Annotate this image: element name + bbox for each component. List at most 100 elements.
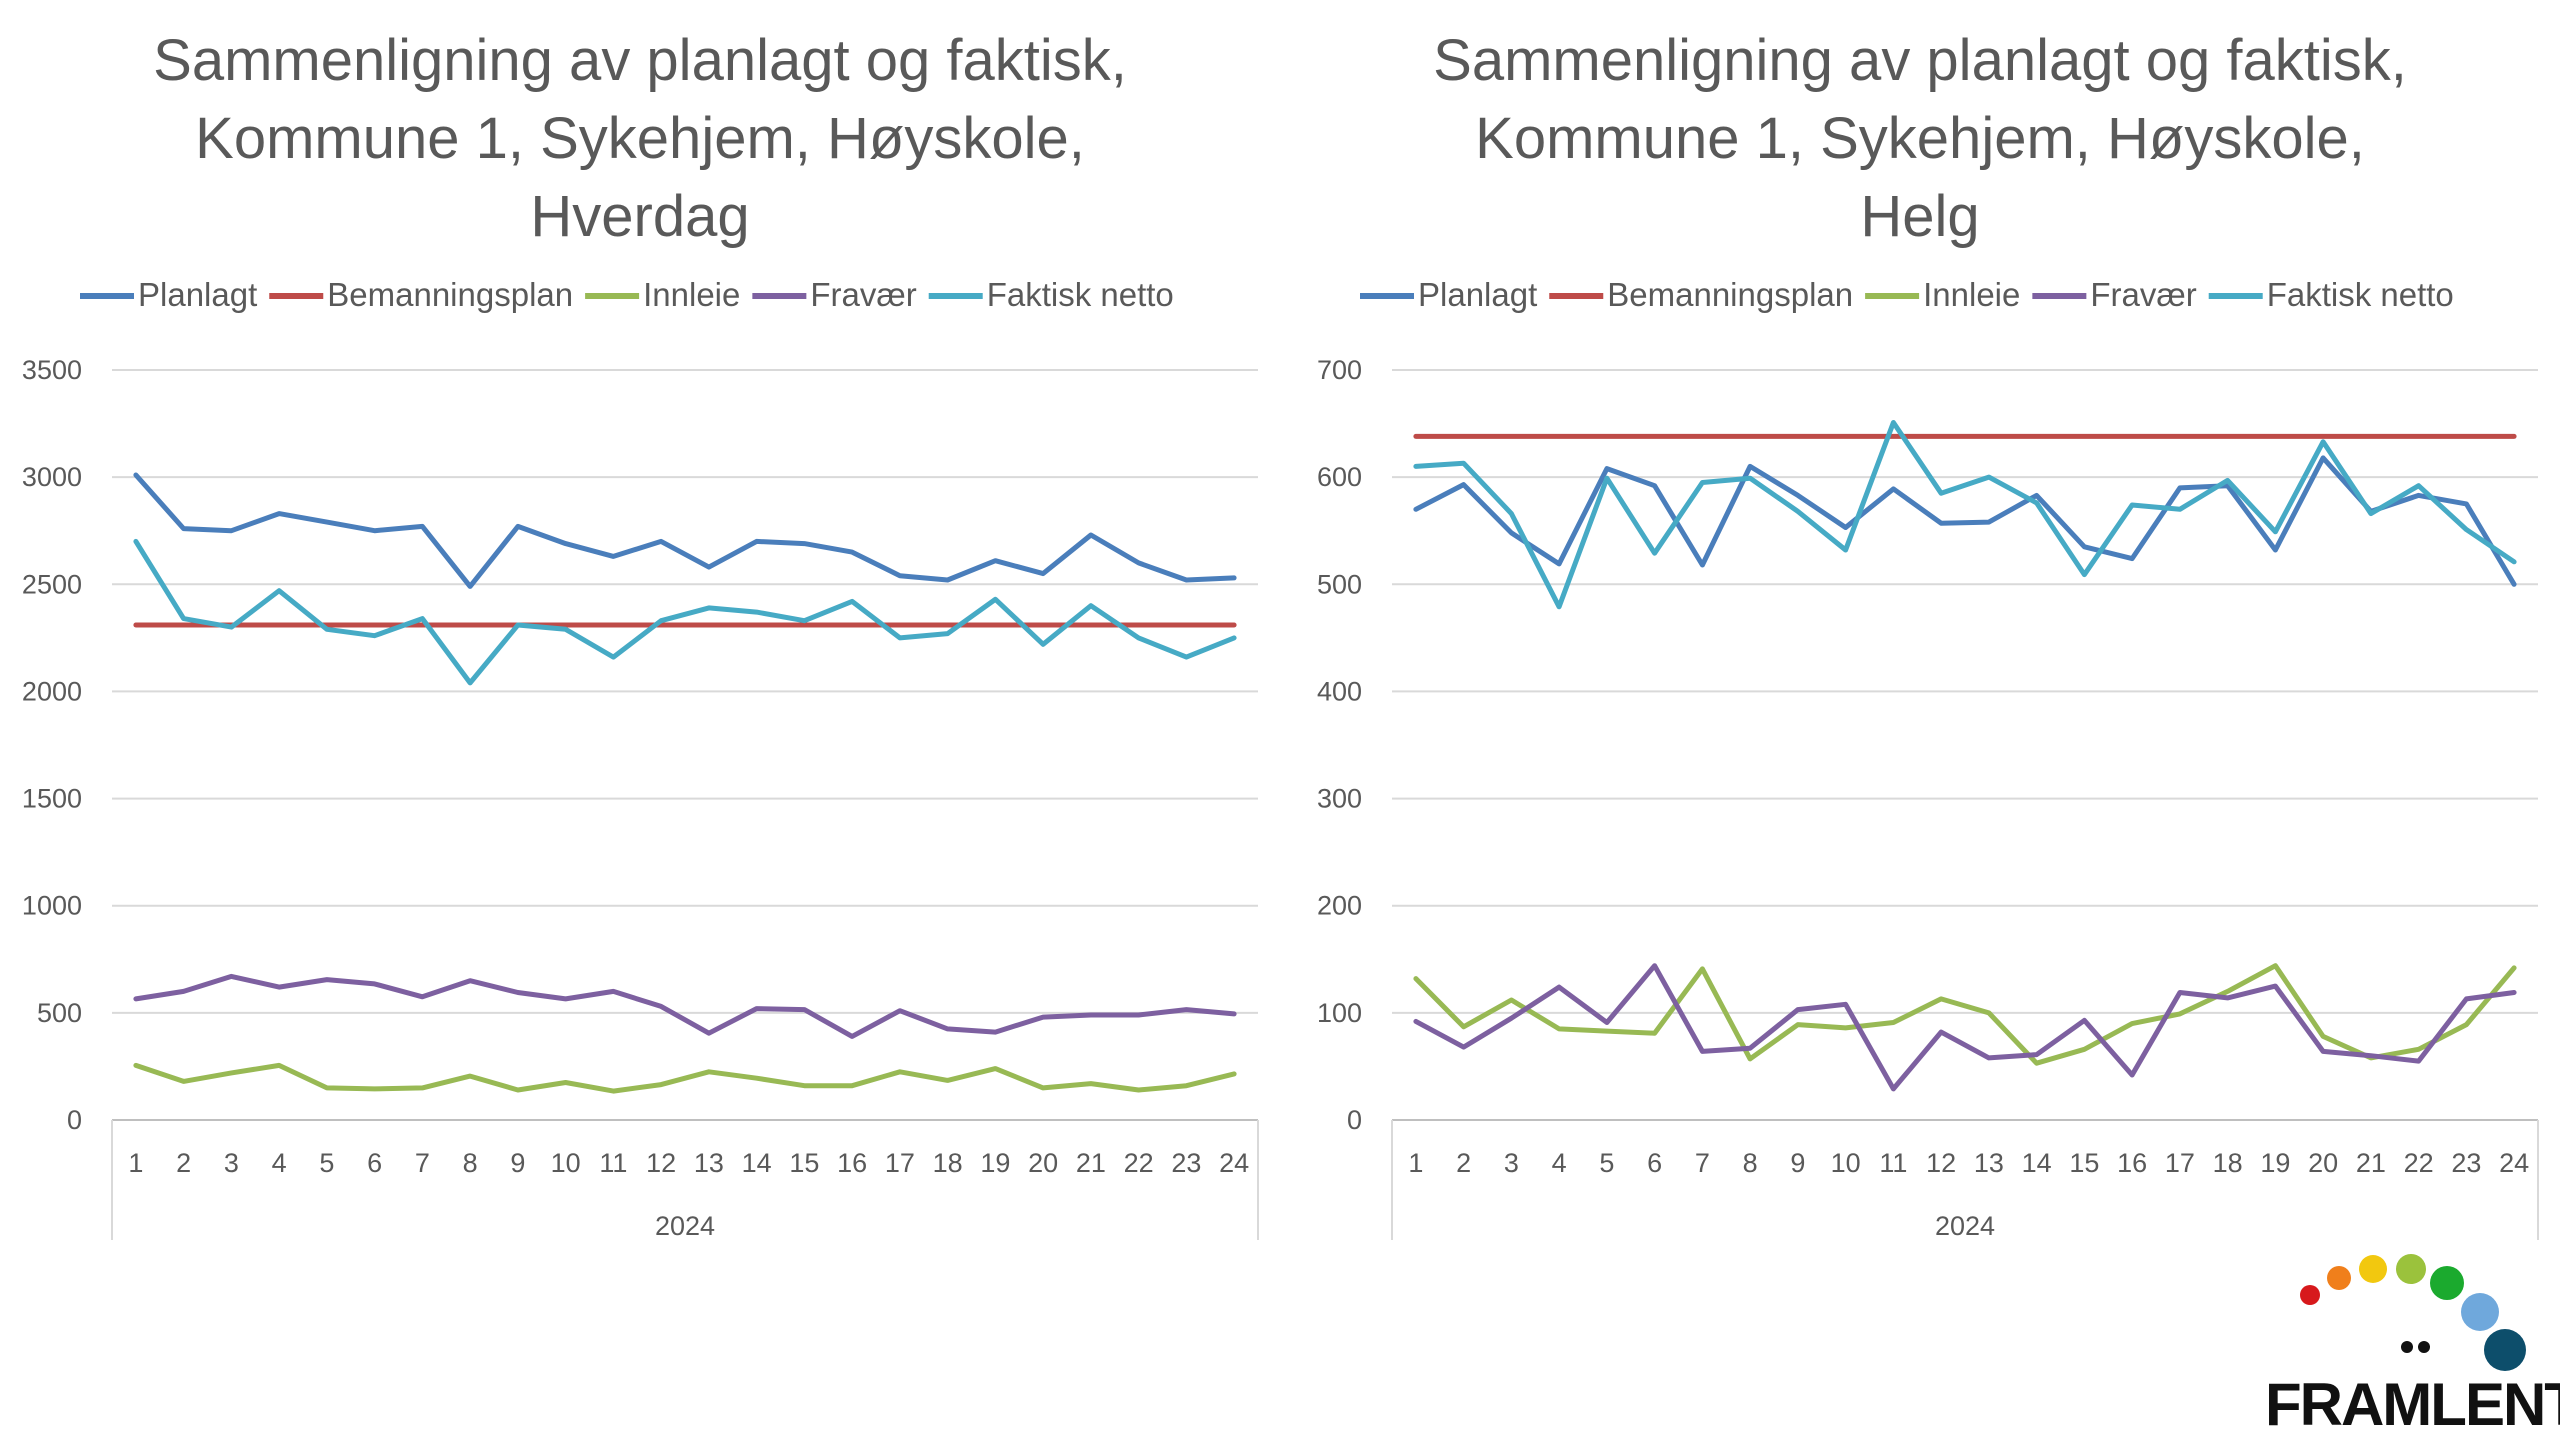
- x-tick-label: 18: [2213, 1148, 2243, 1178]
- y-tick-label: 1500: [22, 784, 82, 814]
- x-tick-label: 14: [742, 1148, 772, 1178]
- chart-title-line-2: Kommune 1, Sykehjem, Høyskole,: [1475, 106, 2365, 171]
- x-tick-label: 20: [1028, 1148, 1058, 1178]
- y-tick-label: 300: [1317, 784, 1362, 814]
- logo-dot: [2327, 1266, 2351, 1290]
- y-tick-label: 400: [1317, 676, 1362, 706]
- logo-dot: [2418, 1341, 2430, 1353]
- x-tick-label: 17: [885, 1148, 915, 1178]
- y-tick-label: 0: [67, 1105, 82, 1135]
- x-tick-label: 22: [2404, 1148, 2434, 1178]
- x-tick-label: 2: [176, 1148, 191, 1178]
- logo-dot: [2484, 1329, 2526, 1371]
- logo-dot: [2396, 1254, 2426, 1284]
- x-group-label: 2024: [655, 1211, 715, 1241]
- x-tick-label: 23: [1171, 1148, 1201, 1178]
- logo-dot: [2430, 1266, 2464, 1300]
- x-tick-label: 4: [272, 1148, 287, 1178]
- y-tick-label: 0: [1347, 1105, 1362, 1135]
- logo-dot: [2461, 1293, 2499, 1331]
- y-tick-label: 500: [37, 998, 82, 1028]
- series-line: [133, 538, 1237, 686]
- y-tick-label: 2500: [22, 569, 82, 599]
- x-tick-label: 19: [980, 1148, 1010, 1178]
- x-tick-label: 16: [2117, 1148, 2147, 1178]
- chart-title-line-1: Sammenligning av planlagt og faktisk,: [153, 28, 1127, 93]
- x-tick-label: 2: [1456, 1148, 1471, 1178]
- x-tick-label: 13: [694, 1148, 724, 1178]
- legend-label: Bemanningsplan: [327, 276, 573, 313]
- y-tick-label: 1000: [22, 891, 82, 921]
- series-line: [1413, 963, 2517, 1092]
- y-tick-label: 600: [1317, 462, 1362, 492]
- chart-title: Sammenligning av planlagt og faktisk, Ko…: [1280, 22, 2560, 256]
- legend-label: Fravær: [2090, 276, 2196, 313]
- series-line: [1413, 963, 2517, 1066]
- legend: Planlagt Bemanningsplan Innleie Fravær Fakti…: [1360, 276, 2454, 313]
- x-tick-label: 12: [1926, 1148, 1956, 1178]
- chart-title-line-1: Sammenligning av planlagt og faktisk,: [1433, 28, 2407, 93]
- x-tick-label: 5: [1599, 1148, 1614, 1178]
- x-tick-label: 20: [2308, 1148, 2338, 1178]
- x-tick-label: 16: [837, 1148, 867, 1178]
- x-tick-label: 21: [2356, 1148, 2386, 1178]
- framlent-logo-dots: [2300, 1254, 2526, 1371]
- x-tick-label: 10: [551, 1148, 581, 1178]
- x-tick-label: 21: [1076, 1148, 1106, 1178]
- logo-wordmark: FRAMLENT: [2265, 1371, 2560, 1438]
- x-tick-label: 18: [933, 1148, 963, 1178]
- y-tick-label: 2000: [22, 676, 82, 706]
- y-tick-label: 200: [1317, 891, 1362, 921]
- x-tick-label: 1: [1408, 1148, 1423, 1178]
- x-tick-label: 3: [224, 1148, 239, 1178]
- x-group-label: 2024: [1935, 1211, 1995, 1241]
- x-tick-label: 15: [2069, 1148, 2099, 1178]
- y-tick-label: 100: [1317, 998, 1362, 1028]
- x-tick-label: 17: [2165, 1148, 2195, 1178]
- x-tick-label: 15: [789, 1148, 819, 1178]
- chart-panel-helg: Sammenligning av planlagt og faktisk, Ko…: [1280, 0, 2560, 1440]
- x-tick-label: 8: [1743, 1148, 1758, 1178]
- logo-dot: [2401, 1341, 2413, 1353]
- x-tick-label: 22: [1124, 1148, 1154, 1178]
- chart-title-line-2: Kommune 1, Sykehjem, Høyskole,: [195, 106, 1085, 171]
- x-tick-label: 14: [2022, 1148, 2052, 1178]
- x-tick-label: 11: [599, 1148, 627, 1178]
- y-tick-label: 700: [1317, 355, 1362, 385]
- series-line: [133, 1062, 1237, 1094]
- x-tick-label: 9: [1790, 1148, 1805, 1178]
- x-tick-label: 6: [367, 1148, 382, 1178]
- x-tick-label: 13: [1974, 1148, 2004, 1178]
- y-tick-label: 500: [1317, 569, 1362, 599]
- x-tick-label: 23: [2451, 1148, 2481, 1178]
- x-tick-label: 1: [128, 1148, 143, 1178]
- y-tick-label: 3500: [22, 355, 82, 385]
- x-tick-label: 6: [1647, 1148, 1662, 1178]
- legend-label: Innleie: [1923, 276, 2020, 313]
- x-tick-label: 3: [1504, 1148, 1519, 1178]
- x-tick-label: 8: [463, 1148, 478, 1178]
- chart-title: Sammenligning av planlagt og faktisk, Ko…: [0, 22, 1280, 256]
- series-line: [133, 472, 1237, 589]
- chart-title-line-3: Helg: [1860, 184, 1980, 249]
- series-line: [1413, 455, 2517, 587]
- x-tick-label: 5: [319, 1148, 334, 1178]
- logo-dot: [2359, 1255, 2387, 1283]
- logo-dot: [2300, 1285, 2320, 1305]
- x-tick-label: 7: [1695, 1148, 1710, 1178]
- x-tick-label: 24: [2499, 1148, 2529, 1178]
- x-tick-label: 9: [510, 1148, 525, 1178]
- x-tick-label: 19: [2260, 1148, 2290, 1178]
- legend-label: Planlagt: [1418, 276, 1537, 313]
- legend-label: Planlagt: [138, 276, 257, 313]
- legend-label: Innleie: [643, 276, 740, 313]
- legend-label: Bemanningsplan: [1607, 276, 1853, 313]
- x-tick-label: 24: [1219, 1148, 1249, 1178]
- chart-panel-hverdag: Sammenligning av planlagt og faktisk, Ko…: [0, 22, 1280, 1241]
- x-tick-label: 4: [1552, 1148, 1567, 1178]
- x-tick-label: 7: [415, 1148, 430, 1178]
- y-tick-label: 3000: [22, 462, 82, 492]
- chart-title-line-3: Hverdag: [530, 184, 750, 249]
